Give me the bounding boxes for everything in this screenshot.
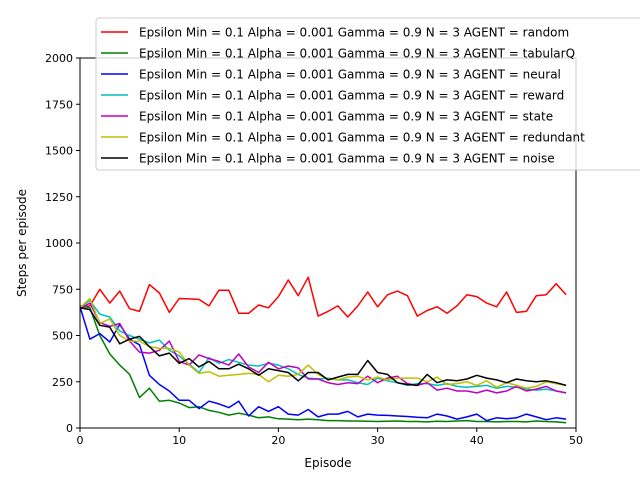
legend-label-6: Epsilon Min = 0.1 Alpha = 0.001 Gamma = … (139, 152, 555, 166)
plot-lines (79, 276, 567, 424)
series-line-5 (79, 297, 567, 389)
x-tick-label: 20 (271, 434, 285, 447)
series-line-3 (79, 299, 567, 394)
series-line-2 (79, 306, 567, 422)
x-tick-label: 10 (172, 434, 186, 447)
series-line-1 (79, 305, 567, 424)
x-tick-label: 50 (569, 434, 583, 447)
legend-box (95, 17, 640, 171)
legend-label-4: Epsilon Min = 0.1 Alpha = 0.001 Gamma = … (139, 110, 553, 124)
y-tick-label: 2000 (45, 52, 73, 65)
y-axis: 0 250 500 750 1000 1250 1500 1750 2000 (45, 52, 80, 435)
x-axis: 0 10 20 30 40 50 (77, 428, 583, 447)
legend-label-0: Epsilon Min = 0.1 Alpha = 0.001 Gamma = … (139, 26, 569, 40)
y-tick-label: 1750 (45, 98, 73, 111)
legend-label-2: Epsilon Min = 0.1 Alpha = 0.001 Gamma = … (139, 68, 561, 82)
y-axis-label: Steps per episode (15, 189, 29, 297)
series-line-0 (79, 276, 567, 318)
series-line-6 (79, 307, 567, 387)
legend-label-3: Epsilon Min = 0.1 Alpha = 0.001 Gamma = … (139, 89, 564, 103)
y-tick-label: 0 (66, 422, 73, 435)
y-tick-label: 500 (52, 330, 73, 343)
y-tick-label: 250 (52, 376, 73, 389)
x-tick-label: 30 (371, 434, 385, 447)
legend-label-1: Epsilon Min = 0.1 Alpha = 0.001 Gamma = … (139, 47, 575, 61)
y-tick-label: 1500 (45, 145, 73, 158)
legend-label-5: Epsilon Min = 0.1 Alpha = 0.001 Gamma = … (139, 131, 585, 145)
y-tick-label: 750 (52, 283, 73, 296)
x-tick-label: 40 (470, 434, 484, 447)
y-tick-label: 1000 (45, 237, 73, 250)
y-tick-label: 1250 (45, 191, 73, 204)
x-axis-label: Episode (304, 456, 351, 470)
x-tick-label: 0 (77, 434, 84, 447)
legend: Epsilon Min = 0.1 Alpha = 0.001 Gamma = … (95, 17, 640, 171)
